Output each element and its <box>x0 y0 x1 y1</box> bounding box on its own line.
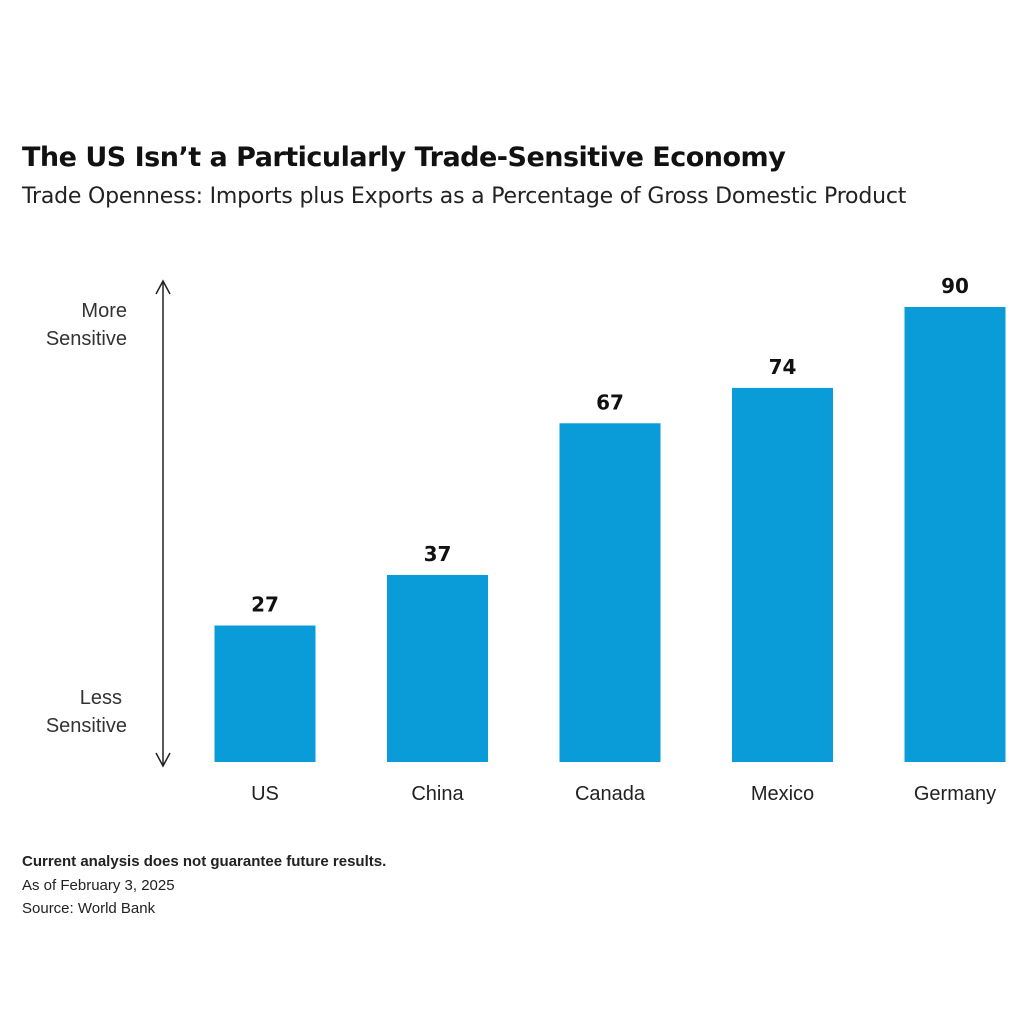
more-sensitive-label-line1: More <box>81 300 127 322</box>
less-sensitive-label-line2: Sensitive <box>46 715 127 737</box>
more-sensitive-label-line2: Sensitive <box>46 328 127 350</box>
bar-mexico <box>732 387 833 762</box>
bars-group: 27 US 37 China 67 Canada 74 Mexico 90 Germany <box>214 274 1006 805</box>
chart-title: The US Isn’t a Particularly Trade-Sensit… <box>22 142 786 173</box>
bar-germany <box>904 307 1006 762</box>
category-label-canada: Canada <box>575 783 646 805</box>
bar-china <box>387 574 488 762</box>
as-of-date: As of February 3, 2025 <box>22 877 175 894</box>
bar-chart: More Sensitive Less Sensitive 27 US 37 Chin… <box>46 274 1006 805</box>
value-label-mexico: 74 <box>769 355 797 379</box>
category-label-us: US <box>251 783 279 805</box>
category-label-germany: Germany <box>914 783 996 805</box>
chart-subtitle: Trade Openness: Imports plus Exports as … <box>22 184 907 209</box>
value-label-canada: 67 <box>596 390 624 414</box>
value-label-germany: 90 <box>941 274 969 298</box>
sensitivity-arrow <box>155 279 171 768</box>
disclaimer-note: Current analysis does not guarantee futu… <box>22 853 387 870</box>
value-label-china: 37 <box>424 542 452 566</box>
bar-us <box>214 625 316 762</box>
category-label-china: China <box>411 783 464 805</box>
category-label-mexico: Mexico <box>751 783 814 805</box>
less-sensitive-label-line1: Less <box>80 687 122 709</box>
source-note: Source: World Bank <box>22 900 156 917</box>
bar-canada <box>559 423 661 762</box>
value-label-us: 27 <box>251 593 279 617</box>
